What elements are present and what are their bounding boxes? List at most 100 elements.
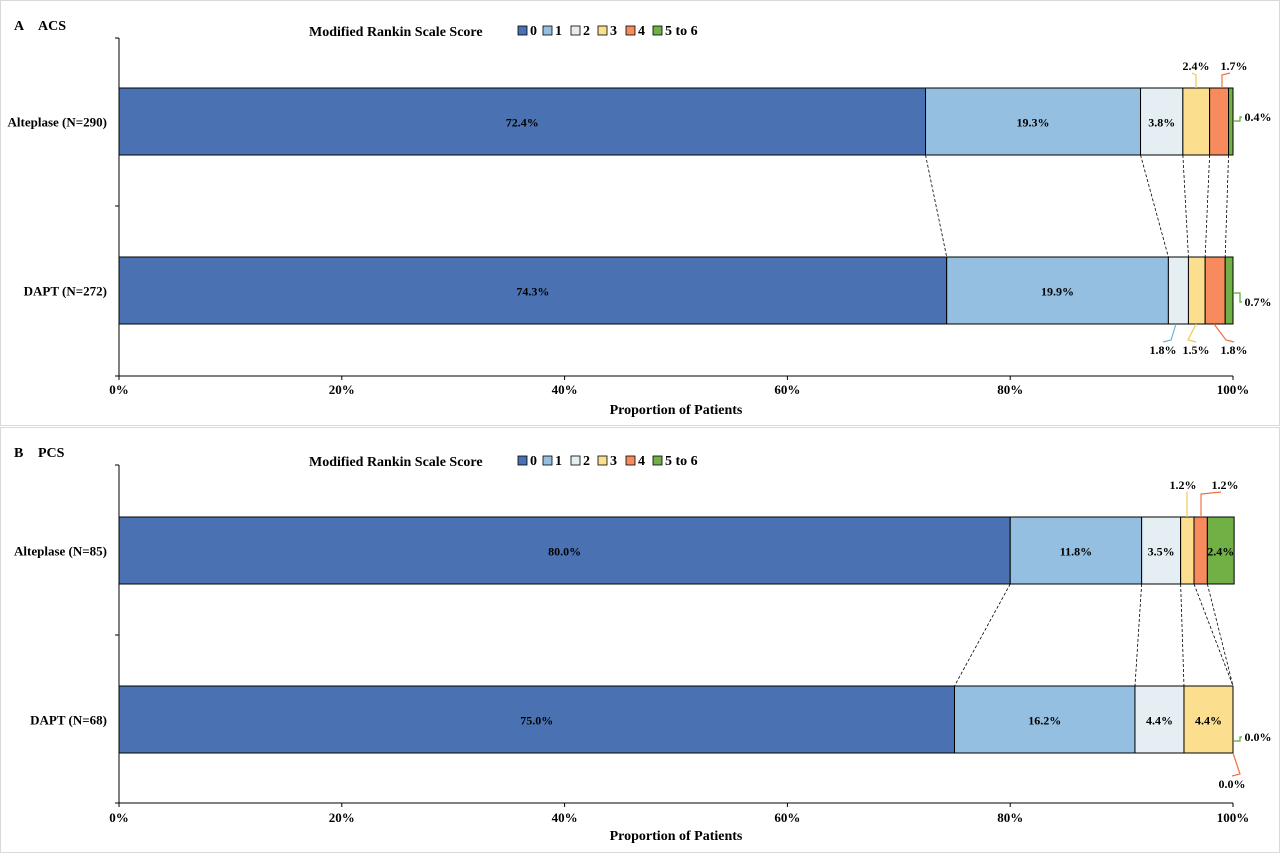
connector-line (1182, 154, 1189, 258)
legend-swatch-2 (570, 455, 581, 466)
bar-segment-2 (1167, 256, 1189, 325)
x-tick-label: 100% (1217, 382, 1250, 397)
legend-label-4: 4 (638, 454, 645, 469)
data-label: 0.4% (1245, 110, 1272, 124)
data-label: 4.4% (1195, 714, 1222, 728)
bar-segment-0 (118, 685, 955, 754)
legend-swatch-0 (517, 25, 528, 36)
legend-swatch-1 (542, 25, 553, 36)
panel-title: PCS (38, 446, 65, 461)
bar-segment-2 (1134, 685, 1185, 754)
x-tick-label: 60% (774, 382, 800, 397)
bar-segment-4 (1193, 516, 1208, 585)
data-label: 3.5% (1148, 545, 1175, 559)
leader-line (1187, 323, 1197, 343)
bar-segment-2 (1141, 516, 1182, 585)
legend-swatch-4 (625, 455, 636, 466)
bar-segment-1 (1009, 516, 1143, 585)
bar-segment-4 (1209, 87, 1230, 156)
leader-line (1191, 72, 1197, 88)
data-label: 1.7% (1221, 59, 1248, 73)
legend: Modified Rankin Scale Score 0 1 2 3 4 5 to 6 (309, 24, 698, 40)
leader-line (1162, 323, 1177, 343)
bar-dapt-n-68: 75.0% 16.2% 4.4% 4.4% 0.0% 0.0% (118, 685, 1272, 791)
data-label: 1.8% (1150, 343, 1177, 357)
legend-label-0: 0 (530, 454, 537, 469)
connector-line (1206, 583, 1234, 687)
legend-label-0: 0 (530, 24, 537, 39)
x-tick-label: 60% (774, 810, 800, 825)
x-tick-label: 100% (1217, 810, 1250, 825)
legend-label-2: 2 (583, 24, 590, 39)
connector-line (925, 154, 948, 258)
data-label: 1.5% (1183, 343, 1210, 357)
x-axis-label: Proportion of Patients (610, 829, 743, 844)
legend-title: Modified Rankin Scale Score (309, 455, 483, 470)
panel-title: ACS (38, 19, 66, 34)
category-label: DAPT (N=272) (24, 284, 107, 299)
connector-line (954, 583, 1011, 687)
legend-swatch-4 (625, 25, 636, 36)
data-label: 11.8% (1060, 545, 1092, 559)
x-tick-label: 0% (109, 810, 129, 825)
leader-line (1213, 323, 1235, 343)
data-label: 80.0% (548, 545, 581, 559)
bar-segment-4 (1204, 256, 1226, 325)
legend-label-2: 2 (583, 454, 590, 469)
legend-label-4: 4 (638, 24, 645, 39)
leader-line (1221, 72, 1231, 88)
connector-line (1193, 583, 1234, 687)
legend: Modified Rankin Scale Score 0 1 2 3 4 5 to 6 (309, 454, 698, 470)
bar-segment-5-to-6 (1206, 516, 1235, 585)
data-label: 1.8% (1221, 343, 1248, 357)
bar-segment-3 (1187, 256, 1206, 325)
leader-line (1234, 292, 1242, 303)
legend-label-5-to-6: 5 to 6 (665, 24, 698, 39)
legend-label-1: 1 (555, 454, 562, 469)
leader-line (1234, 736, 1242, 742)
x-tick-label: 80% (997, 810, 1023, 825)
x-tick-label: 40% (552, 810, 578, 825)
data-label: 1.2% (1212, 478, 1239, 492)
x-axis-label: Proportion of Patients (610, 403, 743, 418)
legend-swatch-3 (597, 455, 608, 466)
bar-segment-3 (1180, 516, 1195, 585)
connector-line (1140, 154, 1169, 258)
x-tick-label: 20% (329, 810, 355, 825)
legend-label-1: 1 (555, 24, 562, 39)
bar-segment-5-to-6 (1224, 256, 1234, 325)
x-tick-label: 0% (109, 382, 129, 397)
data-label: 2.4% (1183, 59, 1210, 73)
legend-swatch-2 (570, 25, 581, 36)
data-label: 72.4% (506, 116, 539, 130)
data-label: 0.0% (1219, 777, 1246, 791)
bar-segment-1 (954, 685, 1136, 754)
legend-label-3: 3 (610, 454, 617, 469)
data-label: 2.4% (1207, 545, 1234, 559)
data-label: 3.8% (1148, 116, 1175, 130)
panel-a: A ACS Modified Rankin Scale Score 0 1 2 3 4 5 to… (0, 0, 1280, 426)
x-tick-label: 20% (329, 382, 355, 397)
data-label: 1.2% (1170, 478, 1197, 492)
bar-alteplase-n-85: 80.0% 11.8% 3.5% 1.2% 1.2% 2.4% (118, 478, 1239, 585)
panel-frame (0, 427, 1280, 853)
data-label: 4.4% (1146, 714, 1173, 728)
legend-swatch-0 (517, 455, 528, 466)
bar-segment-3 (1182, 87, 1211, 156)
leader-line (1231, 752, 1241, 777)
legend-label-3: 3 (610, 24, 617, 39)
data-label: 19.3% (1017, 116, 1050, 130)
panel-b: B PCS Modified Rankin Scale Score 0 1 2 3 4 5 to… (0, 427, 1280, 853)
bar-segment-0 (118, 516, 1011, 585)
data-label: 74.3% (516, 285, 549, 299)
data-label: 19.9% (1041, 285, 1074, 299)
bar-segment-0 (118, 87, 927, 156)
bar-dapt-n-272: 74.3% 19.9% 1.8% 1.5% 1.8% 0.7% (118, 256, 1272, 357)
bar-alteplase-n-290: 72.4% 19.3% 3.8% 2.4% 1.7% 0.4% (118, 59, 1272, 156)
connector-line (1134, 583, 1143, 687)
category-label: Alteplase (N=85) (14, 544, 107, 559)
legend-swatch-3 (597, 25, 608, 36)
data-label: 0.7% (1245, 295, 1272, 309)
connector-line (1180, 583, 1185, 687)
